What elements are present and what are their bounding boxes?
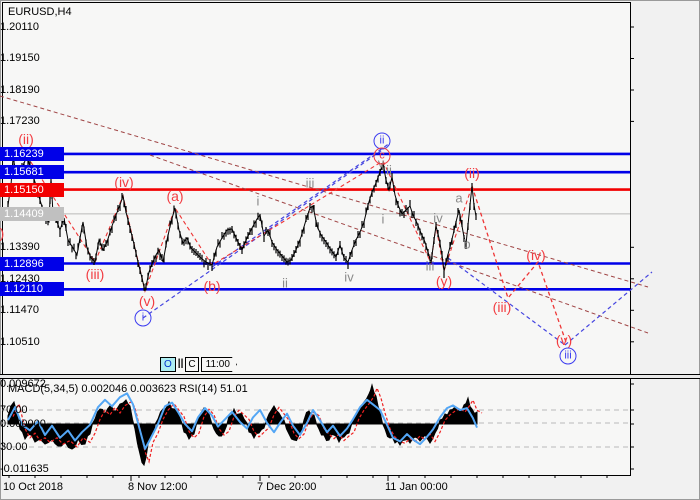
wave-label-gray[interactable]: ii (386, 162, 392, 178)
panel-separator[interactable] (0, 374, 700, 379)
wave-label-gray[interactable]: iv (344, 269, 354, 285)
wave-label-gray[interactable]: a (455, 190, 463, 206)
indicator-title: MACD(5,34,5) 0.002046 0.003623 RSI(14) 5… (8, 383, 248, 395)
price-axis-label: 1.19150 (0, 52, 40, 64)
price-axis-label: 1.13390 (0, 241, 40, 253)
indicator-axis-label: -0.011635 (0, 463, 49, 475)
indicator-axis-label: 0.000000 (0, 418, 46, 430)
wave-label-red[interactable]: (ii) (18, 131, 34, 147)
price-level-badge-1.14409[interactable]: 1.14409 (0, 207, 64, 221)
wave-label-red[interactable]: (v) (555, 332, 573, 348)
time-axis-label[interactable]: 10 Oct 2018 (3, 481, 63, 493)
wave-label-gray[interactable]: iii (305, 175, 315, 191)
bars-marker: || (177, 358, 184, 369)
wave-label-red[interactable]: (b) (203, 278, 221, 294)
time-axis-label[interactable]: 7 Dec 20:00 (257, 481, 317, 493)
time-axis-label[interactable]: 11 Jan 00:00 (385, 481, 448, 493)
indicator-axis-label: 0.009672 (0, 378, 46, 390)
price-level-badge-1.16239[interactable]: 1.16239 (0, 147, 64, 161)
wave-label-red[interactable]: (a) (166, 188, 184, 204)
wave-label-gray[interactable]: ii (282, 275, 288, 291)
wave-label-circled-red[interactable]: c (373, 147, 391, 165)
wave-label-circled-blue[interactable]: iii (559, 347, 577, 365)
time-axis-label[interactable]: 8 Nov 12:00 (128, 481, 188, 493)
open-marker[interactable]: O (160, 357, 176, 372)
indicator-axis-label: 30.00 (0, 441, 28, 453)
wave-label-gray[interactable]: b (463, 236, 471, 252)
price-level-badge-1.12896[interactable]: 1.12896 (0, 257, 64, 271)
indicator-axis-label: 70.00 (0, 404, 28, 416)
price-level-badge-1.15150[interactable]: 1.15150 (0, 183, 64, 197)
wave-label-gray[interactable]: i (256, 193, 260, 209)
wave-label-red[interactable]: (v) (138, 293, 156, 309)
time-tag-widget[interactable]: O || C 11:00 (160, 357, 237, 372)
time-tag-label[interactable]: 11:00 (201, 357, 237, 372)
wave-label-red[interactable]: (iii) (85, 266, 105, 282)
wave-label-gray[interactable]: iii (425, 258, 435, 274)
close-marker[interactable]: C (185, 357, 199, 372)
price-level-badge-1.12110[interactable]: 1.12110 (0, 282, 64, 296)
wave-label-gray[interactable]: iv (433, 210, 443, 226)
wave-label-red[interactable]: (ii) (464, 165, 480, 181)
wave-label-gray[interactable]: i (381, 211, 385, 227)
price-axis-label: 1.20110 (0, 21, 39, 33)
wave-label-red[interactable]: (iv) (114, 174, 134, 190)
wave-label-circled-blue[interactable]: i (134, 309, 152, 327)
chart-plot-area[interactable] (2, 2, 631, 476)
price-axis-label: 1.11470 (0, 304, 39, 316)
price-axis-label: 1.10510 (0, 336, 40, 348)
wave-label-red[interactable]: (iv) (526, 247, 546, 263)
price-axis-label: 1.18190 (0, 84, 40, 96)
price-level-badge-1.15681[interactable]: 1.15681 (0, 165, 64, 179)
price-axis-label: 1.17230 (0, 115, 40, 127)
symbol-timeframe-label: EURUSD,H4 (8, 6, 72, 18)
wave-label-red[interactable]: ) (0, 225, 5, 241)
wave-label-red[interactable]: (iii) (492, 299, 512, 315)
wave-label-red[interactable]: (y) (435, 273, 453, 289)
